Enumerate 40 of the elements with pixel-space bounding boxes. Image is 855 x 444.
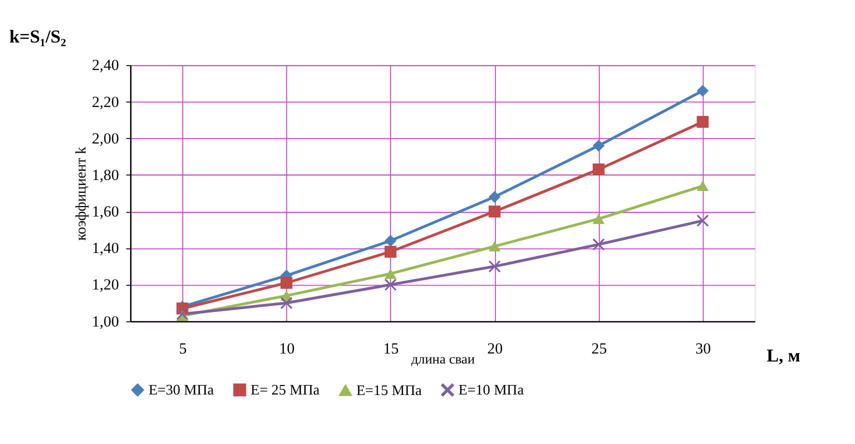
point — [696, 214, 709, 227]
x-tick-label: 5 — [178, 340, 187, 358]
point — [488, 260, 501, 272]
y-tick-label: 1,40 — [92, 240, 120, 258]
point — [384, 234, 396, 247]
x-axis-title: длина сваи — [411, 352, 475, 367]
point — [488, 241, 501, 252]
y-tick-label: 1,20 — [92, 276, 120, 294]
point — [280, 276, 292, 289]
legend-label: E= 25 МПа — [250, 382, 320, 399]
x-tick-label: 30 — [695, 340, 712, 358]
y-tick-label: 1,00 — [92, 313, 120, 330]
chart-title: k=S₁/S₂ — [9, 26, 66, 46]
point — [488, 206, 501, 218]
y-tick-label: 2,00 — [92, 130, 120, 148]
point — [280, 297, 292, 309]
y-tick-label: 2,20 — [92, 94, 120, 111]
point — [176, 308, 188, 320]
y-tick-label: 1,80 — [92, 166, 120, 184]
point — [384, 246, 396, 258]
point — [696, 84, 709, 97]
point — [592, 238, 605, 250]
point — [592, 214, 605, 224]
x-tick-label: 15 — [383, 340, 399, 358]
text: L, м — [766, 345, 800, 366]
point — [696, 116, 709, 128]
point — [488, 190, 501, 203]
legend-label: E=15 МПа — [356, 382, 422, 399]
point — [384, 268, 396, 279]
point — [592, 164, 605, 176]
point — [592, 140, 605, 152]
x-tick-label: 10 — [279, 340, 295, 358]
legend-label: E=10 МПа — [458, 382, 524, 399]
y-tick-label: 1,60 — [92, 204, 120, 221]
x-tick-label: 20 — [487, 340, 504, 358]
point — [696, 180, 709, 192]
x-tick-label: 25 — [591, 340, 608, 358]
y-tick-label: 2,40 — [92, 57, 120, 74]
y-axis-title: коэффициент k — [73, 146, 90, 241]
legend-label: E=30 МПа — [148, 382, 214, 399]
